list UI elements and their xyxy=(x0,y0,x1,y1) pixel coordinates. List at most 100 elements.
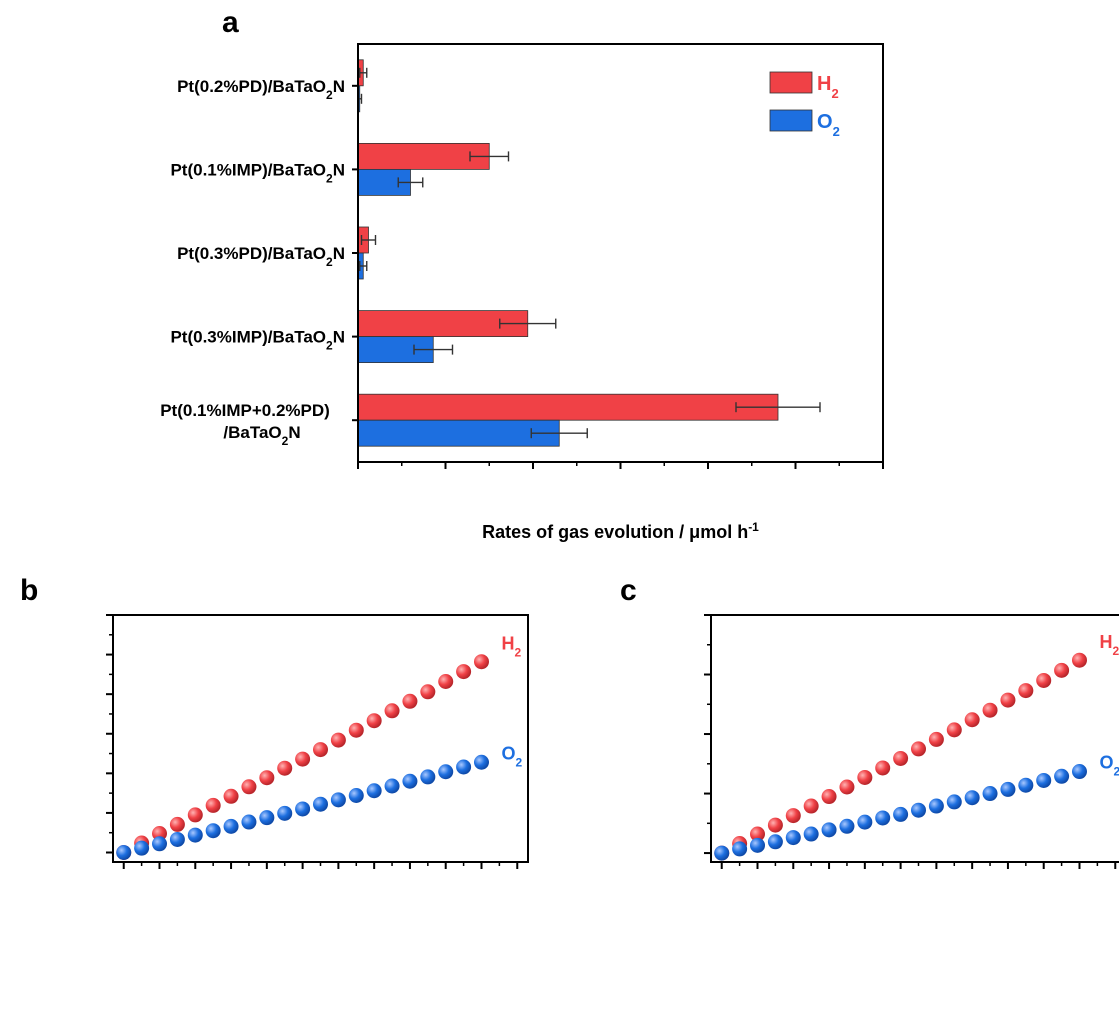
o2-point xyxy=(241,814,257,830)
o2-point xyxy=(875,810,891,826)
h2-point xyxy=(821,789,837,805)
category-label: Pt(0.3%IMP)/BaTaO2N xyxy=(170,328,345,353)
o2-point xyxy=(116,845,132,860)
o2-point xyxy=(732,841,748,857)
o2-point xyxy=(348,788,364,803)
h2-legend-swatch xyxy=(769,71,813,94)
category-label: Pt(0.1%IMP)/BaTaO2N xyxy=(170,160,345,185)
h2-point xyxy=(893,750,909,766)
h2-point xyxy=(438,674,454,689)
o2-series-label: O2 xyxy=(501,743,522,769)
o2-point xyxy=(313,796,328,812)
h2-point xyxy=(785,808,801,824)
o2-point xyxy=(223,818,239,834)
h2-point xyxy=(839,779,855,795)
h2-point xyxy=(456,664,472,680)
o2-point xyxy=(134,840,150,856)
o2-point xyxy=(767,834,783,850)
h2-point xyxy=(295,751,311,767)
o2-point xyxy=(928,798,944,814)
h2-point xyxy=(152,826,168,841)
o2-point xyxy=(821,822,837,838)
o2-point xyxy=(911,802,926,818)
o2-point xyxy=(473,754,489,770)
h2-bar xyxy=(357,393,779,421)
h2-point xyxy=(473,654,489,670)
o2-point xyxy=(152,836,168,852)
h2-series-label: H2 xyxy=(501,634,521,660)
o2-point xyxy=(1000,781,1016,797)
o2-legend-label: O2 xyxy=(817,111,840,139)
h2-point xyxy=(330,732,346,748)
o2-point xyxy=(1071,764,1087,780)
h2-point xyxy=(857,769,873,785)
h2-point xyxy=(384,703,400,719)
o2-point xyxy=(420,769,436,785)
o2-point xyxy=(187,827,203,843)
h2-point xyxy=(1000,692,1016,708)
h2-point xyxy=(277,760,293,776)
o2-point xyxy=(803,826,819,842)
h2-point xyxy=(928,731,944,747)
o2-point xyxy=(982,786,998,802)
h2-point xyxy=(1054,662,1070,678)
category-label: Pt(0.2%PD)/BaTaO2N xyxy=(177,77,345,102)
o2-bar xyxy=(357,419,560,447)
o2-point xyxy=(964,790,980,806)
panel-c-letter: c xyxy=(620,574,637,607)
h2-point xyxy=(750,826,766,842)
panel-b: H2 O2 xyxy=(106,614,529,869)
o2-point xyxy=(893,806,909,822)
h2-point xyxy=(946,722,962,738)
h2-point xyxy=(205,797,221,813)
o2-point xyxy=(330,792,346,808)
panel-a: Pt(0.2%PD)/BaTaO2N Pt(0.1%IMP)/BaTaO2N Pt(… xyxy=(160,43,884,542)
h2-point xyxy=(1018,683,1034,699)
h2-point xyxy=(402,693,418,709)
o2-point xyxy=(1054,768,1070,784)
panel-b-letter: b xyxy=(20,574,38,607)
o2-point xyxy=(946,794,962,810)
o2-point xyxy=(205,823,221,839)
o2-point xyxy=(259,810,275,826)
h2-point xyxy=(366,713,382,729)
category-label: Pt(0.1%IMP+0.2%PD)/BaTaO2N xyxy=(160,401,330,448)
o2-point xyxy=(750,837,766,853)
h2-point xyxy=(767,817,783,833)
h2-point xyxy=(241,779,257,795)
o2-point xyxy=(277,805,293,821)
h2-point xyxy=(420,684,436,700)
o2-legend-swatch xyxy=(769,109,813,132)
h2-point xyxy=(1036,672,1052,688)
h2-series-label: H2 xyxy=(1099,632,1119,658)
o2-point xyxy=(1036,772,1052,788)
o2-point xyxy=(456,759,472,775)
o2-point xyxy=(384,778,400,794)
o2-point xyxy=(402,773,418,789)
h2-point xyxy=(348,722,364,738)
h2-point xyxy=(1071,652,1087,668)
o2-point xyxy=(366,783,382,799)
h2-point xyxy=(964,712,980,728)
x-axis-label: Rates of gas evolution / μmol h-1 xyxy=(482,520,759,542)
h2-point xyxy=(259,770,275,786)
o2-point xyxy=(857,814,873,830)
o2-point xyxy=(295,801,311,817)
o2-point xyxy=(438,764,454,780)
h2-point xyxy=(803,798,819,814)
h2-point xyxy=(223,788,239,804)
h2-point xyxy=(187,807,203,823)
h2-point xyxy=(911,741,926,757)
o2-point xyxy=(1018,777,1034,793)
h2-point xyxy=(313,742,328,758)
panel-a-letter: a xyxy=(222,6,239,39)
o2-point xyxy=(785,830,801,846)
category-label: Pt(0.3%PD)/BaTaO2N xyxy=(177,244,345,269)
h2-legend-label: H2 xyxy=(817,73,839,101)
h2-point xyxy=(875,760,891,776)
o2-point xyxy=(169,831,185,847)
h2-point xyxy=(169,816,185,832)
o2-point xyxy=(714,845,730,861)
o2-point xyxy=(839,818,855,834)
